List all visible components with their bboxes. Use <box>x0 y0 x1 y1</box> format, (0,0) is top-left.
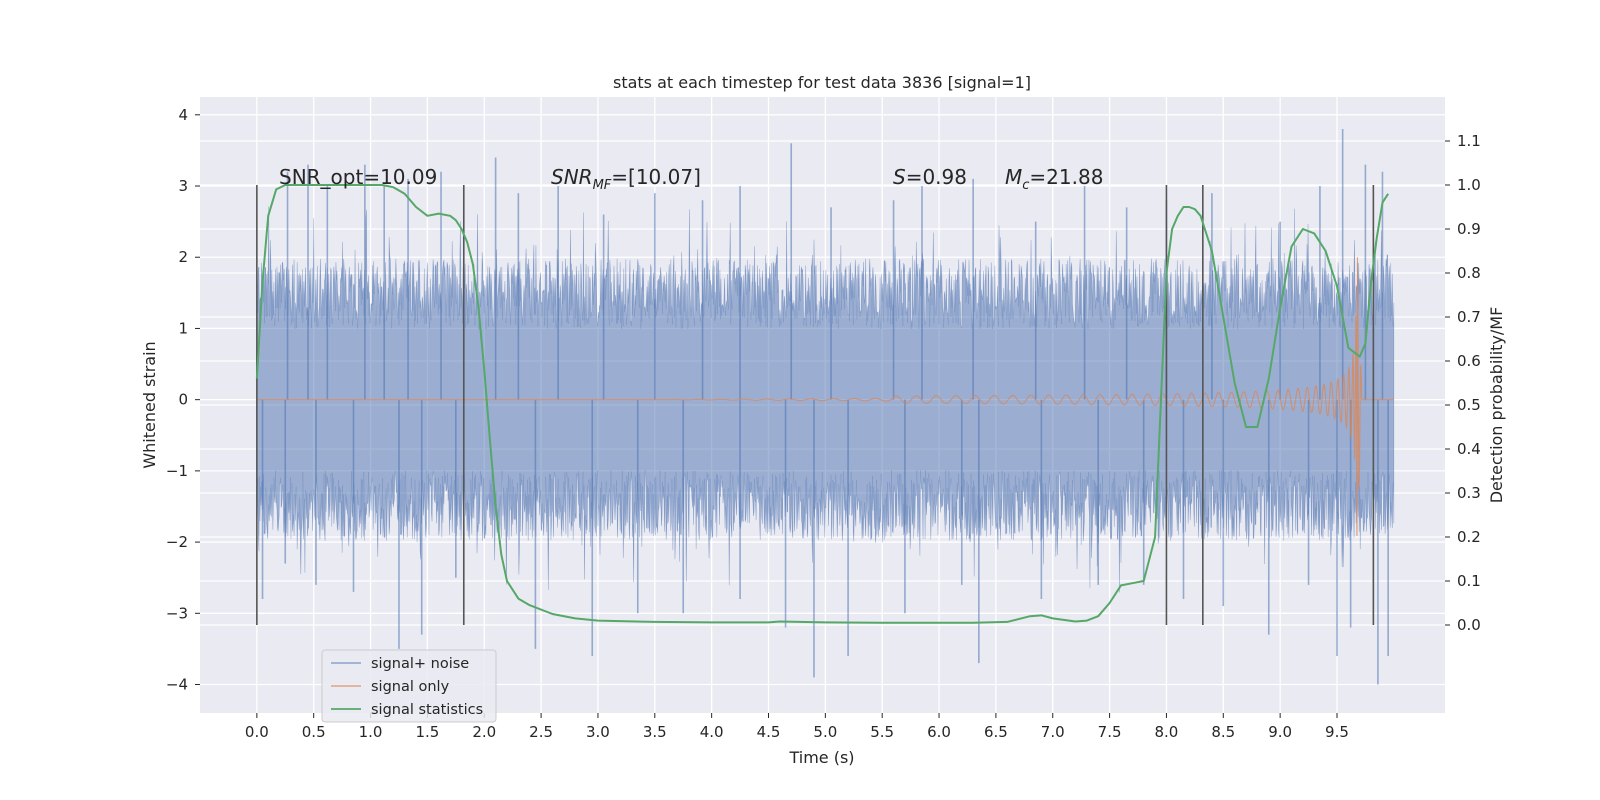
legend: signal+ noise signal only signal statist… <box>321 649 497 723</box>
series-signal-only <box>256 257 1394 536</box>
annotation-snr-opt: SNR_opt=10.09 <box>279 165 437 189</box>
x-tick-label: 1.5 <box>415 723 439 741</box>
legend-box <box>321 649 497 723</box>
x-tick-label: 4.0 <box>700 723 724 741</box>
y2-tick-label: 0.9 <box>1457 220 1481 238</box>
y-tick-label: −1 <box>166 462 188 480</box>
annotation-snr-mf: SNRMF=[10.07] <box>551 165 701 193</box>
y-tick-label: −4 <box>166 676 188 694</box>
signal-chirp-line <box>256 257 1394 536</box>
y-tick-label: 3 <box>178 177 188 195</box>
y-axis-label: Whitened strain <box>140 341 159 468</box>
y2-tick-label: 1.0 <box>1457 176 1481 194</box>
legend-label-signal-only: signal only <box>371 679 450 695</box>
y-tick-label: −3 <box>166 604 188 622</box>
x-tick-label: 7.0 <box>1041 723 1065 741</box>
series-signal-noise <box>256 129 1395 685</box>
legend-label-signal-noise: signal+ noise <box>371 656 469 672</box>
x-tick-label: 0.0 <box>245 723 269 741</box>
y2-tick-label: 0.8 <box>1457 264 1481 282</box>
x-axis-ticks: 0.0 0.5 1.0 1.5 2.0 2.5 3.0 3.5 4.0 4.5 5.0 5.5 6.0 6… <box>245 713 1349 741</box>
x-tick-label: 7.5 <box>1098 723 1122 741</box>
legend-label-signal-statistics: signal statistics <box>371 702 483 718</box>
chart-title: stats at each timestep for test data 383… <box>613 73 1031 92</box>
y2-axis-ticks: 0.0 0.1 0.2 0.3 0.4 0.5 0.6 0.7 0.8 0.9 1.0 1.1 <box>1445 132 1481 634</box>
y2-tick-label: 0.5 <box>1457 396 1481 414</box>
x-tick-label: 6.5 <box>984 723 1008 741</box>
noise-band <box>256 206 1395 593</box>
y-tick-label: 0 <box>178 391 188 409</box>
annotation-s-value: =0.98 <box>906 165 967 189</box>
annotation-snr-mf-subscript: MF <box>593 178 612 193</box>
x-tick-label: 5.0 <box>813 723 837 741</box>
x-tick-label: 1.0 <box>359 723 383 741</box>
annotation-snr-mf-symbol: SNR <box>551 165 593 189</box>
x-tick-label: 8.0 <box>1155 723 1179 741</box>
y-tick-label: 4 <box>178 106 188 124</box>
x-tick-label: 2.0 <box>472 723 496 741</box>
y2-tick-label: 0.7 <box>1457 308 1481 326</box>
annotation-mc-symbol: M <box>1005 165 1022 189</box>
x-tick-label: 9.0 <box>1268 723 1292 741</box>
statistics-line <box>255 184 1389 624</box>
annotation-s-symbol: S <box>893 165 906 189</box>
y2-tick-label: 0.1 <box>1457 572 1481 590</box>
annotation-s: S=0.98 <box>893 165 967 189</box>
y2-tick-label: 0.0 <box>1457 616 1481 634</box>
x-tick-label: 4.5 <box>757 723 781 741</box>
annotation-mc: Mc=21.88 <box>1005 165 1103 193</box>
y2-tick-label: 0.3 <box>1457 484 1481 502</box>
x-tick-label: 5.5 <box>870 723 894 741</box>
annotation-mc-value: =21.88 <box>1029 165 1103 189</box>
x-tick-label: 0.5 <box>302 723 326 741</box>
y-tick-label: 1 <box>178 319 188 337</box>
y-axis-ticks: −4 −3 −2 −1 0 1 2 3 4 <box>166 106 200 694</box>
y2-tick-label: 0.6 <box>1457 352 1481 370</box>
annotation-snr-mf-value: =[10.07] <box>611 165 701 189</box>
x-tick-label: 6.0 <box>927 723 951 741</box>
y-tick-label: −2 <box>166 533 188 551</box>
y-tick-label: 2 <box>178 248 188 266</box>
annotation-mc-subscript: c <box>1022 178 1029 193</box>
y2-tick-label: 0.4 <box>1457 440 1481 458</box>
y2-axis-label: Detection probability/MF <box>1487 307 1506 504</box>
x-axis-label: Time (s) <box>788 748 854 767</box>
y2-tick-label: 0.2 <box>1457 528 1481 546</box>
series-signal-statistics <box>255 184 1389 624</box>
x-tick-label: 8.5 <box>1211 723 1235 741</box>
x-tick-label: 3.5 <box>643 723 667 741</box>
x-tick-label: 3.0 <box>586 723 610 741</box>
y2-tick-label: 1.1 <box>1457 132 1481 150</box>
x-tick-label: 2.5 <box>529 723 553 741</box>
x-tick-label: 9.5 <box>1325 723 1349 741</box>
